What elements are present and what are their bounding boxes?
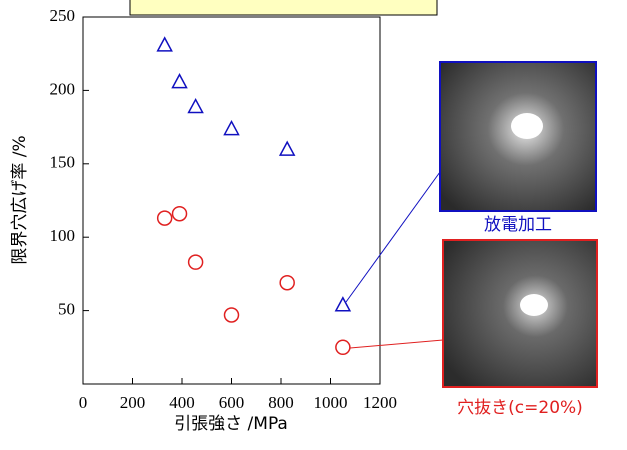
circle-marker xyxy=(336,340,350,354)
y-axis-title: 限界穴広げ率 /% xyxy=(10,135,30,264)
x-tick-label: 400 xyxy=(169,393,195,412)
leader-line xyxy=(350,340,443,348)
y-tick-label: 100 xyxy=(50,226,76,245)
photo-hole xyxy=(520,294,548,316)
photo-label: 穴抜き(c=20%) xyxy=(457,398,583,418)
note-box xyxy=(130,0,437,15)
x-tick-label: 200 xyxy=(120,393,146,412)
circle-marker xyxy=(280,276,294,290)
x-tick-label: 1000 xyxy=(314,393,348,412)
circle-marker xyxy=(189,255,203,269)
x-tick-label: 600 xyxy=(219,393,245,412)
triangle-marker xyxy=(173,75,187,88)
circle-marker xyxy=(173,207,187,221)
page: {"chart_data": {"type": "scatter", "x_la… xyxy=(0,0,627,450)
x-tick-label: 800 xyxy=(268,393,294,412)
photo-punch xyxy=(443,240,597,387)
leader-line xyxy=(346,172,440,302)
circle-marker xyxy=(225,308,239,322)
x-axis-title: 引張強さ /MPa xyxy=(174,414,288,434)
chart: 引張強さ /MPa 限界穴広げ率 /% 50 100 150 200 250 0 200 40… xyxy=(0,0,627,450)
x-tick-label: 0 xyxy=(79,393,88,412)
y-tick-label: 50 xyxy=(58,300,75,319)
y-tick-label: 150 xyxy=(50,153,76,172)
photo-hole xyxy=(511,113,543,139)
triangle-marker xyxy=(225,122,239,135)
y-tick-label: 250 xyxy=(50,6,76,25)
triangle-marker xyxy=(158,38,172,51)
x-tick-label: 1200 xyxy=(363,393,397,412)
plot-frame xyxy=(83,17,380,384)
circle-marker xyxy=(158,211,172,225)
photo-label: 放電加工 xyxy=(484,215,552,235)
triangle-marker xyxy=(189,100,203,113)
y-tick-label: 200 xyxy=(50,79,76,98)
triangle-marker xyxy=(280,142,294,155)
